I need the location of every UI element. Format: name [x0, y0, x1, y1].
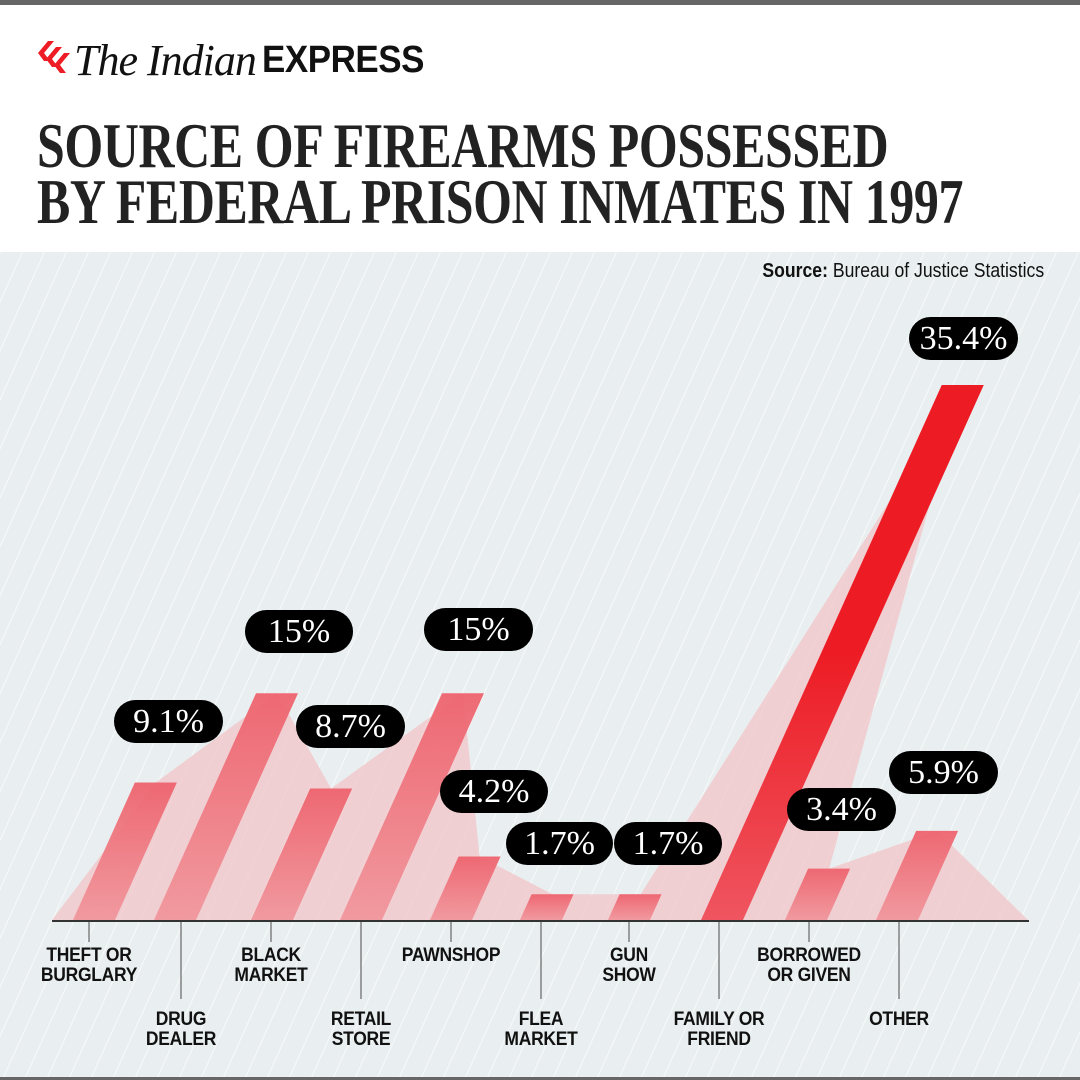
value-label-pill: 4.2%: [440, 770, 548, 813]
indian-express-stripes-icon: [38, 41, 70, 73]
diagonal-stripes-pattern: [0, 252, 1080, 1077]
bar-gun-show: [608, 894, 662, 920]
top-border: [0, 0, 1080, 5]
category-label: PAWNSHOP: [401, 945, 501, 966]
category-label: BORROWED OR GIVEN: [757, 945, 861, 986]
page-title: SOURCE OF FIREARMS POSSESSED BY FEDERAL …: [37, 110, 964, 237]
value-label-pill: 1.7%: [614, 822, 722, 865]
bar-retail-store: [340, 693, 485, 920]
category-label: THEFT OR BURGLARY: [40, 945, 138, 986]
brand-name-sans: EXPRESS: [261, 38, 424, 81]
category-label: OTHER: [869, 1009, 929, 1030]
bar-other: [876, 830, 959, 920]
bar-flea-market: [520, 894, 574, 920]
brand-name-serif: The Indian: [74, 35, 257, 85]
bar-family-or-friend: [701, 385, 984, 920]
value-label-pill: 9.1%: [114, 700, 223, 743]
bar-pawnshop: [430, 856, 501, 920]
source-text: Bureau of Justice Statistics: [827, 260, 1044, 282]
value-label-pill: 15%: [245, 610, 353, 653]
bottom-border: [0, 1077, 1080, 1080]
bar-black-market: [251, 788, 353, 920]
category-label: RETAIL STORE: [330, 1009, 392, 1050]
title-line-1: SOURCE OF FIREARMS POSSESSED: [37, 110, 889, 181]
title-line-2: BY FEDERAL PRISON INMATES IN 1997: [37, 166, 964, 237]
value-label-pill: 15%: [424, 608, 533, 651]
value-label-pill: 35.4%: [909, 317, 1018, 360]
category-label: FLEA MARKET: [504, 1009, 578, 1050]
value-label-pill: 8.7%: [296, 705, 405, 748]
value-label-pill: 5.9%: [889, 751, 998, 794]
value-label-pill: 3.4%: [787, 788, 896, 831]
header: [0, 5, 1080, 252]
category-label: BLACK MARKET: [234, 945, 308, 986]
bar-theft-or-burglary: [73, 782, 177, 920]
bar-borrowed-or-given: [785, 868, 851, 920]
category-label: GUN SHOW: [602, 945, 656, 986]
source-label: Source:: [762, 260, 828, 282]
value-label-pill: 1.7%: [506, 822, 613, 865]
chart-background: [0, 252, 1080, 1077]
bar-drug-dealer: [154, 693, 299, 920]
brand-logo[interactable]: The Indian EXPRESS: [36, 35, 438, 85]
category-label: DRUG DEALER: [145, 1009, 217, 1050]
category-label: FAMILY OR FRIEND: [673, 1009, 765, 1050]
source-credit: Source: Bureau of Justice Statistics: [762, 260, 1044, 283]
